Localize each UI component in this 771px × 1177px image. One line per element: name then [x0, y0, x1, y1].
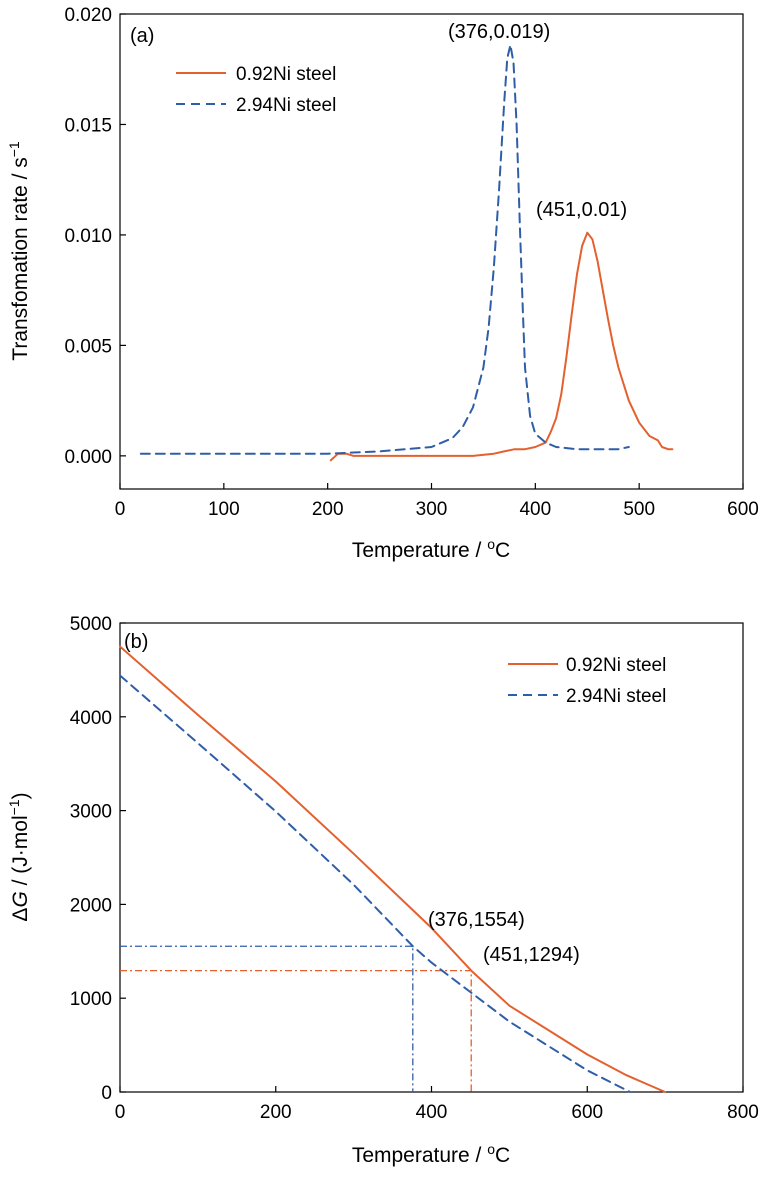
chart-b-x-ticks: 0 200 400 600 800 [115, 1086, 759, 1123]
chart-a-panel-label: (a) [130, 25, 154, 47]
chart-b-legend-label-0: 0.92Ni steel [566, 655, 666, 676]
chart-b-legend: 0.92Ni steel 2.94Ni steel [508, 655, 666, 707]
chart-a-x-tick-label: 500 [623, 499, 655, 520]
chart-a-x-tick-label: 400 [519, 499, 551, 520]
chart-b-legend-label-1: 2.94Ni steel [566, 686, 666, 707]
chart-a-y-tick-label: 0.020 [64, 5, 112, 26]
chart-b-x-tick-label: 600 [571, 1102, 603, 1123]
chart-a-x-tick-label: 600 [727, 499, 759, 520]
chart-b-y-tick-label: 4000 [70, 708, 112, 729]
chart-a-x-ticks: 0 100 200 300 400 500 600 [115, 483, 759, 520]
chart-b-series-line-1 [119, 674, 632, 1093]
chart-b-series-line-0 [119, 645, 667, 1093]
chart-b-series [119, 645, 667, 1093]
chart-a-x-tick-label: 0 [115, 499, 126, 520]
chart-a-y-tick-label: 0.000 [64, 447, 112, 468]
chart-a-y-ticks: 0.000 0.005 0.010 0.015 0.020 [64, 5, 126, 468]
chart-a-y-tick-label: 0.010 [64, 226, 112, 247]
chart-b-x-tick-label: 0 [115, 1102, 126, 1123]
chart-a-y-tick-label: 0.005 [64, 336, 112, 357]
chart-b-annotation-1: (451,1294) [483, 944, 580, 966]
chart-b-y-ticks: 0 1000 2000 3000 4000 5000 [70, 614, 126, 1104]
chart-b-guide-line [120, 969, 472, 1092]
chart-a-y-axis-label: Transfomation rate / s−1 [6, 141, 32, 361]
chart-a-y-tick-label: 0.015 [64, 115, 112, 136]
chart-b-y-tick-label: 1000 [70, 989, 112, 1010]
chart-a-legend: 0.92Ni steel 2.94Ni steel [176, 64, 336, 116]
chart-b-x-axis-label: Temperature / oC [352, 1141, 510, 1167]
chart-b-guides [120, 945, 472, 1092]
chart-b-y-tick-label: 0 [101, 1083, 112, 1104]
chart-a-annotation-1: (451,0.01) [536, 199, 627, 221]
chart-b-annotation-0: (376,1554) [428, 909, 525, 931]
chart-a-legend-label-1: 2.94Ni steel [236, 95, 336, 116]
chart-b-x-tick-label: 200 [260, 1102, 292, 1123]
chart-a-series-line-1 [139, 43, 630, 455]
chart-b-panel-label: (b) [124, 631, 148, 653]
chart-a-plot-frame [119, 13, 744, 490]
chart-a-x-tick-label: 200 [312, 499, 344, 520]
chart-b-y-axis-label: ΔG / (J·mol−1) [6, 792, 32, 921]
chart-a-annotation-0: (376,0.019) [448, 21, 550, 43]
chart-b-y-tick-label: 3000 [70, 802, 112, 823]
chart-a-x-tick-label: 100 [208, 499, 240, 520]
chart-a: 0 100 200 300 400 500 600 0.000 0.005 0.010 0.015… [6, 5, 759, 562]
chart-a-x-tick-label: 300 [416, 499, 448, 520]
chart-a-series-line-0 [329, 231, 674, 462]
chart-a-legend-label-0: 0.92Ni steel [236, 64, 336, 85]
chart-b-x-tick-label: 400 [416, 1102, 448, 1123]
chart-b-y-tick-label: 2000 [70, 895, 112, 916]
chart-b-y-tick-label: 5000 [70, 614, 112, 635]
chart-b-guide-line [120, 945, 414, 1092]
chart-b-x-tick-label: 800 [727, 1102, 759, 1123]
chart-a-x-axis-label: Temperature / oC [352, 536, 510, 562]
chart-a-series [139, 43, 674, 462]
